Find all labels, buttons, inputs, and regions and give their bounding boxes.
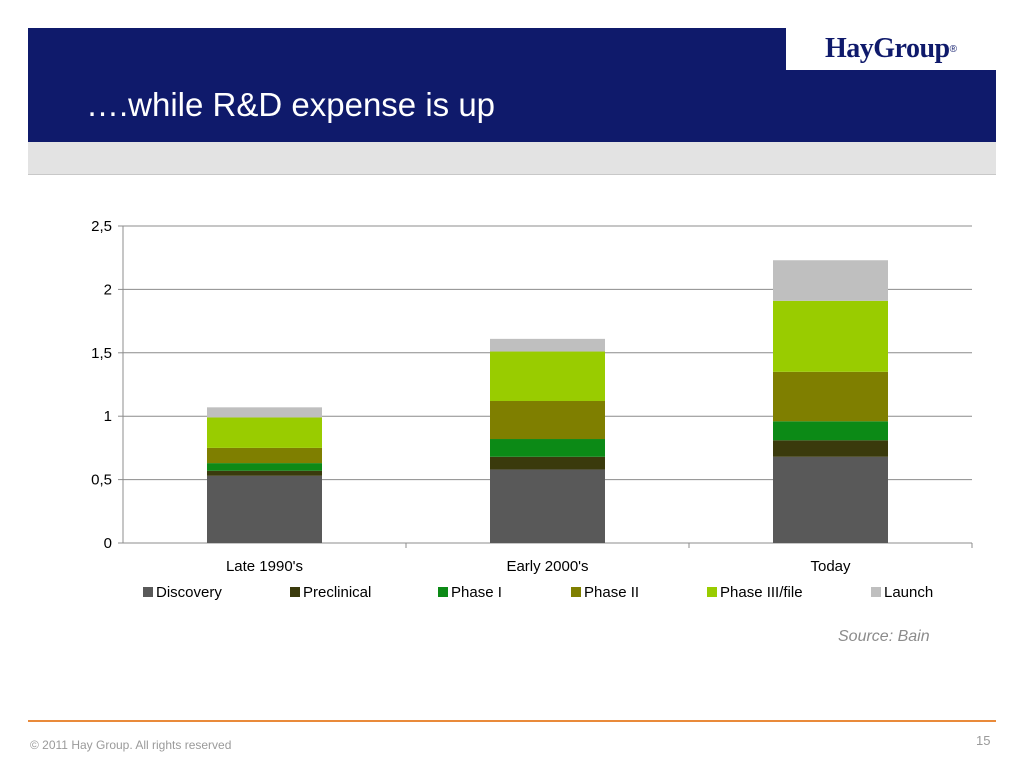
bar-segment xyxy=(207,417,322,448)
bar-segment xyxy=(207,470,322,476)
legend-label: Discovery xyxy=(156,584,222,601)
footer-divider xyxy=(28,720,996,722)
legend-swatch xyxy=(290,587,300,597)
bar-segment xyxy=(490,338,605,352)
legend-label: Phase III/file xyxy=(720,584,803,601)
x-tick-label: Today xyxy=(810,558,851,575)
logo: HayGroup ® xyxy=(786,28,996,70)
legend-swatch xyxy=(438,587,448,597)
legend-swatch xyxy=(143,587,153,597)
bar-segment xyxy=(207,463,322,471)
legend-label: Preclinical xyxy=(303,584,371,601)
page-title: ….while R&D expense is up xyxy=(86,86,496,123)
bar-segment xyxy=(490,469,605,543)
bar-segment xyxy=(773,421,888,441)
bar-segment xyxy=(773,300,888,372)
bar-segment xyxy=(773,440,888,457)
bar-segment xyxy=(773,456,888,543)
bar-segment xyxy=(490,456,605,470)
legend-label: Phase II xyxy=(584,584,639,601)
subheader-band xyxy=(28,142,996,175)
legend-swatch xyxy=(571,587,581,597)
logo-text: HayGroup xyxy=(825,33,950,64)
copyright: © 2011 Hay Group. All rights reserved xyxy=(30,738,232,752)
source-note: Source: Bain xyxy=(838,628,930,645)
legend-swatch xyxy=(871,587,881,597)
legend-label: Phase I xyxy=(451,584,502,601)
bar-segment xyxy=(773,371,888,422)
bar-segment xyxy=(490,400,605,440)
y-tick-label: 1,5 xyxy=(91,345,112,362)
x-tick-label: Late 1990's xyxy=(226,558,303,575)
bar-segment xyxy=(207,447,322,464)
bar-segment xyxy=(490,439,605,457)
legend-swatch xyxy=(707,587,717,597)
legend-label: Launch xyxy=(884,584,933,601)
x-tick-label: Early 2000's xyxy=(506,558,588,575)
logo-registered-mark: ® xyxy=(949,43,957,55)
y-tick-label: 0 xyxy=(104,535,112,552)
bar-segment xyxy=(207,407,322,418)
page-number: 15 xyxy=(976,733,991,748)
bar-segment xyxy=(773,260,888,301)
bar-segment xyxy=(490,351,605,401)
y-tick-label: 1 xyxy=(104,408,112,425)
y-tick-label: 2 xyxy=(104,281,112,298)
y-tick-label: 2,5 xyxy=(91,218,112,235)
y-tick-label: 0,5 xyxy=(91,472,112,489)
bar-segment xyxy=(207,475,322,543)
